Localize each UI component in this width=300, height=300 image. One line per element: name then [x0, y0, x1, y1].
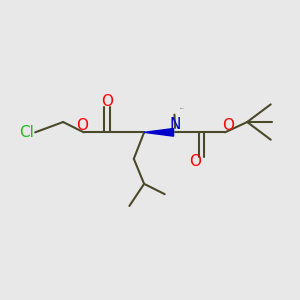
- Text: O: O: [189, 154, 201, 169]
- Text: O: O: [101, 94, 113, 109]
- Text: Cl: Cl: [20, 125, 34, 140]
- Text: methyl: methyl: [180, 107, 185, 109]
- Text: O: O: [76, 118, 88, 134]
- Text: N: N: [169, 118, 181, 133]
- Text: O: O: [223, 118, 235, 134]
- Polygon shape: [144, 128, 174, 136]
